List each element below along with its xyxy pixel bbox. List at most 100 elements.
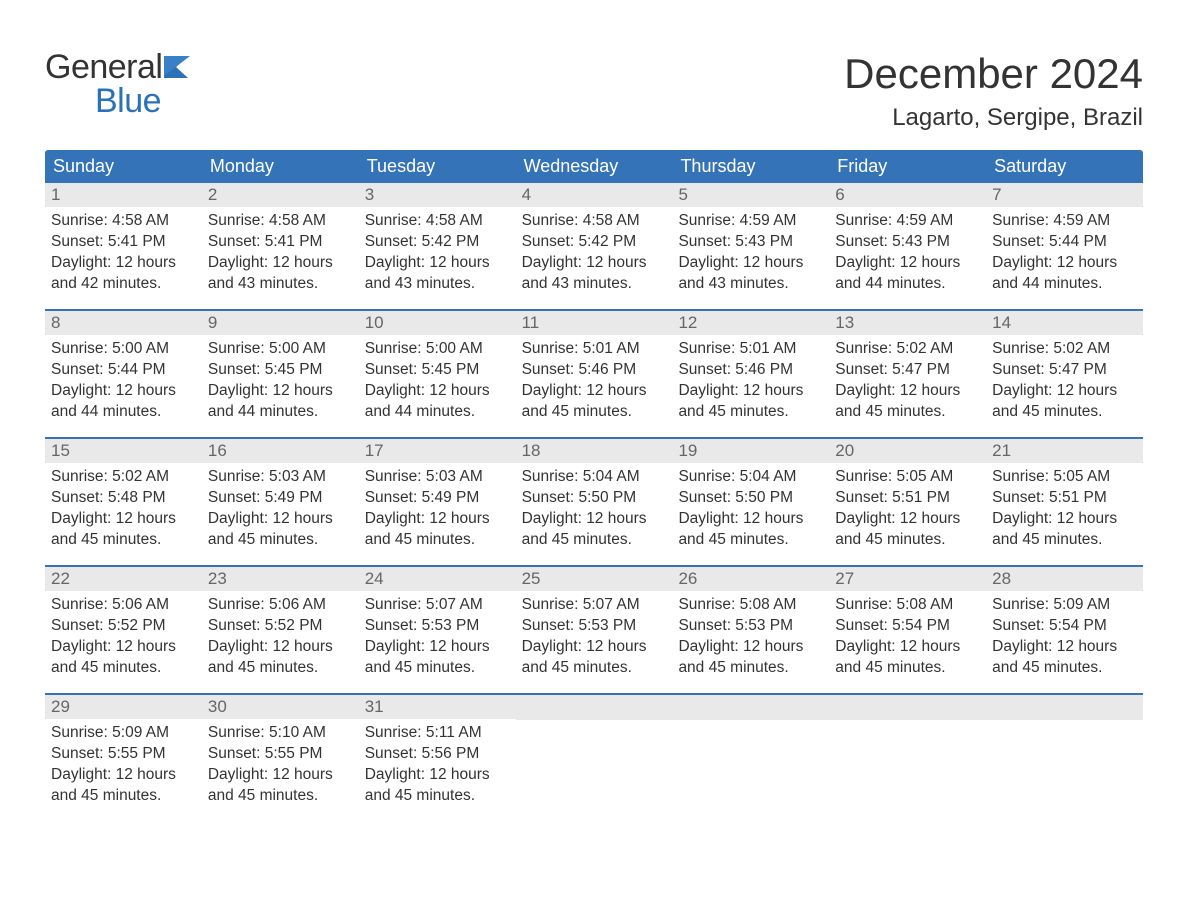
day-cell: 24Sunrise: 5:07 AMSunset: 5:53 PMDayligh… [359,567,516,693]
day-cell: 6Sunrise: 4:59 AMSunset: 5:43 PMDaylight… [829,183,986,309]
day-cell: 28Sunrise: 5:09 AMSunset: 5:54 PMDayligh… [986,567,1143,693]
daylight-line-2: and 45 minutes. [992,402,1137,423]
day-body: Sunrise: 5:07 AMSunset: 5:53 PMDaylight:… [516,591,673,687]
logo-word-blue: Blue [95,84,196,118]
day-number: 1 [45,183,202,207]
daylight-line-1: Daylight: 12 hours [678,381,823,402]
sunset-line: Sunset: 5:54 PM [835,616,980,637]
daylight-line-2: and 45 minutes. [835,402,980,423]
daylight-line-1: Daylight: 12 hours [365,253,510,274]
day-body: Sunrise: 5:00 AMSunset: 5:45 PMDaylight:… [359,335,516,431]
day-body: Sunrise: 5:06 AMSunset: 5:52 PMDaylight:… [202,591,359,687]
daylight-line-1: Daylight: 12 hours [678,509,823,530]
sunset-line: Sunset: 5:46 PM [678,360,823,381]
day-number: 14 [986,311,1143,335]
sunset-line: Sunset: 5:45 PM [208,360,353,381]
sunrise-line: Sunrise: 4:58 AM [365,211,510,232]
sunset-line: Sunset: 5:41 PM [51,232,196,253]
day-number: 21 [986,439,1143,463]
daylight-line-2: and 45 minutes. [522,658,667,679]
day-number: 16 [202,439,359,463]
week-row: 1Sunrise: 4:58 AMSunset: 5:41 PMDaylight… [45,183,1143,309]
sunset-line: Sunset: 5:41 PM [208,232,353,253]
day-body: Sunrise: 5:05 AMSunset: 5:51 PMDaylight:… [986,463,1143,559]
daylight-line-1: Daylight: 12 hours [208,765,353,786]
sunset-line: Sunset: 5:48 PM [51,488,196,509]
daylight-line-1: Daylight: 12 hours [992,381,1137,402]
day-number: 3 [359,183,516,207]
sunrise-line: Sunrise: 5:09 AM [992,595,1137,616]
daylight-line-2: and 45 minutes. [365,786,510,807]
empty-day-cell [672,695,829,821]
daylight-line-2: and 45 minutes. [522,530,667,551]
sunrise-line: Sunrise: 5:00 AM [51,339,196,360]
day-number: 23 [202,567,359,591]
daylight-line-2: and 43 minutes. [678,274,823,295]
daylight-line-1: Daylight: 12 hours [208,381,353,402]
day-cell: 7Sunrise: 4:59 AMSunset: 5:44 PMDaylight… [986,183,1143,309]
day-number: 27 [829,567,986,591]
day-body: Sunrise: 5:10 AMSunset: 5:55 PMDaylight:… [202,719,359,815]
sunrise-line: Sunrise: 4:59 AM [678,211,823,232]
day-cell: 22Sunrise: 5:06 AMSunset: 5:52 PMDayligh… [45,567,202,693]
day-number: 24 [359,567,516,591]
weekday-header-cell: Tuesday [359,150,516,183]
daylight-line-2: and 45 minutes. [208,530,353,551]
daylight-line-1: Daylight: 12 hours [992,253,1137,274]
sunset-line: Sunset: 5:55 PM [51,744,196,765]
daylight-line-1: Daylight: 12 hours [992,637,1137,658]
daylight-line-1: Daylight: 12 hours [835,637,980,658]
sunrise-line: Sunrise: 5:00 AM [208,339,353,360]
sunrise-line: Sunrise: 5:08 AM [835,595,980,616]
day-number: 8 [45,311,202,335]
daylight-line-2: and 45 minutes. [992,658,1137,679]
day-number: 5 [672,183,829,207]
daylight-line-1: Daylight: 12 hours [835,253,980,274]
day-cell: 13Sunrise: 5:02 AMSunset: 5:47 PMDayligh… [829,311,986,437]
sunrise-line: Sunrise: 5:01 AM [678,339,823,360]
daylight-line-1: Daylight: 12 hours [365,765,510,786]
day-body: Sunrise: 5:02 AMSunset: 5:48 PMDaylight:… [45,463,202,559]
day-number: 19 [672,439,829,463]
weekday-header-cell: Wednesday [516,150,673,183]
daylight-line-2: and 45 minutes. [992,530,1137,551]
day-cell: 20Sunrise: 5:05 AMSunset: 5:51 PMDayligh… [829,439,986,565]
sunrise-line: Sunrise: 5:06 AM [51,595,196,616]
weekday-header-cell: Friday [829,150,986,183]
sunset-line: Sunset: 5:51 PM [835,488,980,509]
day-cell: 18Sunrise: 5:04 AMSunset: 5:50 PMDayligh… [516,439,673,565]
day-number: 30 [202,695,359,719]
day-cell: 16Sunrise: 5:03 AMSunset: 5:49 PMDayligh… [202,439,359,565]
day-cell: 15Sunrise: 5:02 AMSunset: 5:48 PMDayligh… [45,439,202,565]
sunset-line: Sunset: 5:43 PM [678,232,823,253]
daylight-line-1: Daylight: 12 hours [835,509,980,530]
sunrise-line: Sunrise: 5:03 AM [208,467,353,488]
day-body: Sunrise: 5:05 AMSunset: 5:51 PMDaylight:… [829,463,986,559]
sunset-line: Sunset: 5:42 PM [365,232,510,253]
day-number: 15 [45,439,202,463]
sunrise-line: Sunrise: 5:02 AM [992,339,1137,360]
day-number: 31 [359,695,516,719]
day-cell: 8Sunrise: 5:00 AMSunset: 5:44 PMDaylight… [45,311,202,437]
sunset-line: Sunset: 5:49 PM [365,488,510,509]
daylight-line-2: and 45 minutes. [522,402,667,423]
daylight-line-2: and 45 minutes. [678,402,823,423]
daylight-line-1: Daylight: 12 hours [365,509,510,530]
daylight-line-1: Daylight: 12 hours [51,765,196,786]
daylight-line-2: and 45 minutes. [208,786,353,807]
day-body: Sunrise: 5:07 AMSunset: 5:53 PMDaylight:… [359,591,516,687]
sunset-line: Sunset: 5:55 PM [208,744,353,765]
daylight-line-1: Daylight: 12 hours [365,381,510,402]
sunrise-line: Sunrise: 5:02 AM [51,467,196,488]
sunset-line: Sunset: 5:53 PM [678,616,823,637]
sunset-line: Sunset: 5:44 PM [992,232,1137,253]
day-number: 29 [45,695,202,719]
daylight-line-1: Daylight: 12 hours [365,637,510,658]
sunrise-line: Sunrise: 4:58 AM [208,211,353,232]
sunset-line: Sunset: 5:47 PM [835,360,980,381]
sunset-line: Sunset: 5:56 PM [365,744,510,765]
daylight-line-1: Daylight: 12 hours [992,509,1137,530]
day-cell: 26Sunrise: 5:08 AMSunset: 5:53 PMDayligh… [672,567,829,693]
day-cell: 21Sunrise: 5:05 AMSunset: 5:51 PMDayligh… [986,439,1143,565]
day-number: 18 [516,439,673,463]
